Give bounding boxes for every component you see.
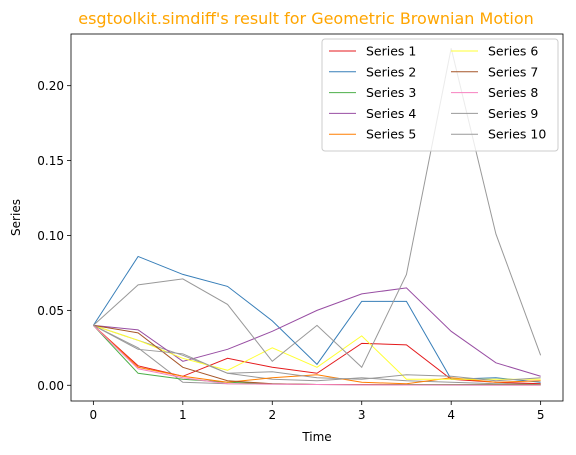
legend-label: Series 10	[488, 127, 546, 142]
x-tick-label: 5	[537, 408, 545, 422]
x-axis-label: Time	[301, 430, 331, 444]
x-axis: 0 1 2 3 4 5	[90, 401, 545, 422]
y-tick-label: 0.15	[37, 154, 64, 168]
series-line-4	[93, 287, 541, 377]
legend-label: Series 6	[488, 44, 538, 59]
legend-label: Series 5	[366, 127, 416, 142]
y-axis-label: Series	[9, 199, 23, 236]
series-line-2	[92, 255, 541, 383]
y-tick-label: 0.05	[37, 304, 64, 318]
series-line-5	[93, 324, 541, 385]
legend-label: Series 3	[366, 85, 416, 100]
series-line-3	[92, 325, 541, 386]
x-tick-label: 0	[90, 408, 98, 422]
legend-label: Series 7	[488, 64, 538, 79]
series-line-8	[93, 324, 541, 386]
y-tick-label: 0.20	[37, 79, 64, 93]
legend-label: Series 9	[488, 106, 538, 121]
y-axis: 0.00 0.05 0.10 0.15 0.20	[37, 79, 71, 393]
x-tick-label: 2	[268, 408, 276, 422]
legend-label: Series 8	[488, 85, 538, 100]
y-tick-label: 0.10	[37, 229, 64, 243]
plot-frame	[70, 33, 564, 402]
plot-lines	[92, 48, 542, 386]
legend-box	[321, 38, 559, 152]
legend-label: Series 2	[366, 64, 416, 79]
x-tick-label: 3	[358, 408, 366, 422]
legend-label: Series 4	[366, 106, 416, 121]
y-tick-label: 0.00	[37, 379, 64, 393]
series-line-9	[93, 324, 541, 382]
legend-label: Series 1	[366, 44, 416, 59]
legend: Series 1 Series 2 Series 3 Series 4 Series 5…	[321, 38, 559, 152]
x-tick-label: 4	[447, 408, 455, 422]
chart-title: esgtoolkit.simdiff's result for Geometri…	[78, 9, 534, 28]
x-tick-label: 1	[179, 408, 187, 422]
